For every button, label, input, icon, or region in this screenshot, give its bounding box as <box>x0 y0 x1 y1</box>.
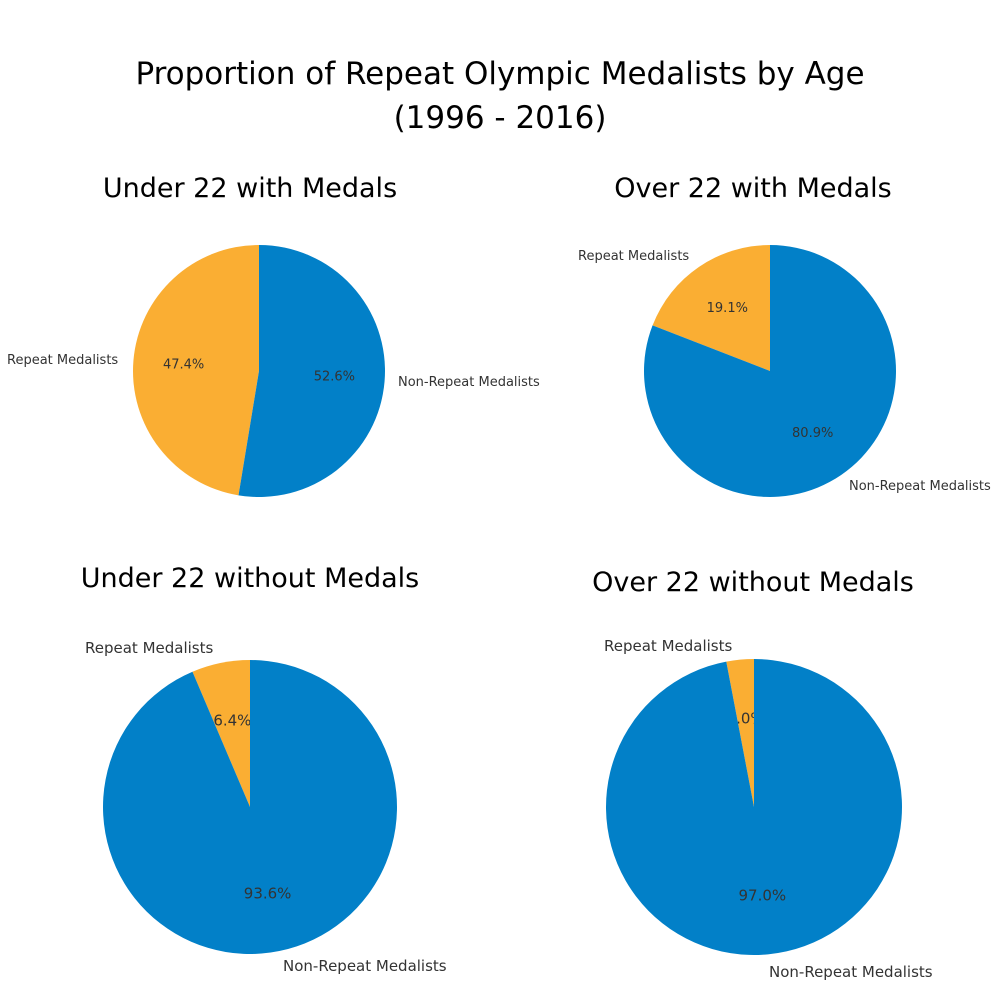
pie-title-under22-with-medals: Under 22 with Medals <box>102 173 398 204</box>
pie-slice-non-repeat-medalists <box>605 659 902 956</box>
pie-slice-repeat-medalists <box>132 245 259 496</box>
pie-value-label-repeat-medalists: 47.4% <box>163 357 204 372</box>
pie-value-label-repeat-medalists: 19.1% <box>707 301 748 316</box>
chart-title-line-2: (1996 - 2016) <box>393 100 607 136</box>
pie-slice-non-repeat-medalists <box>238 245 385 497</box>
pie-slice-repeat-medalists <box>652 245 770 371</box>
pie-value-label-non-repeat-medalists: 80.9% <box>792 426 833 441</box>
pie-category-label-non-repeat-medalists: Non-Repeat Medalists <box>769 963 933 981</box>
pie-slice-repeat-medalists <box>192 660 250 807</box>
pie-slice-non-repeat-medalists <box>644 245 896 497</box>
pie-slice-non-repeat-medalists <box>103 660 398 954</box>
pie-value-label-repeat-medalists: 6.4% <box>213 712 251 730</box>
pie-title-under22-without-medals: Under 22 without Medals <box>80 563 420 594</box>
pie-category-label-non-repeat-medalists: Non-Repeat Medalists <box>849 479 991 494</box>
pie-title-over22-with-medals: Over 22 with Medals <box>614 173 892 204</box>
pie-category-label-repeat-medalists: Repeat Medalists <box>85 639 213 657</box>
pie-title-over22-without-medals: Over 22 without Medals <box>592 567 914 598</box>
pie-value-label-non-repeat-medalists: 93.6% <box>244 884 292 902</box>
chart-title-line-1: Proportion of Repeat Olympic Medalists b… <box>135 56 865 92</box>
pie-category-label-non-repeat-medalists: Non-Repeat Medalists <box>398 375 540 390</box>
pie-category-label-repeat-medalists: Repeat Medalists <box>7 353 118 368</box>
pie-value-label-non-repeat-medalists: 97.0% <box>739 886 787 904</box>
pie-slice-repeat-medalists <box>726 659 754 807</box>
pie-category-label-repeat-medalists: Repeat Medalists <box>604 637 732 655</box>
pie-value-label-non-repeat-medalists: 52.6% <box>314 370 355 385</box>
pie-category-label-non-repeat-medalists: Non-Repeat Medalists <box>283 957 447 975</box>
pie-category-label-repeat-medalists: Repeat Medalists <box>578 249 689 264</box>
